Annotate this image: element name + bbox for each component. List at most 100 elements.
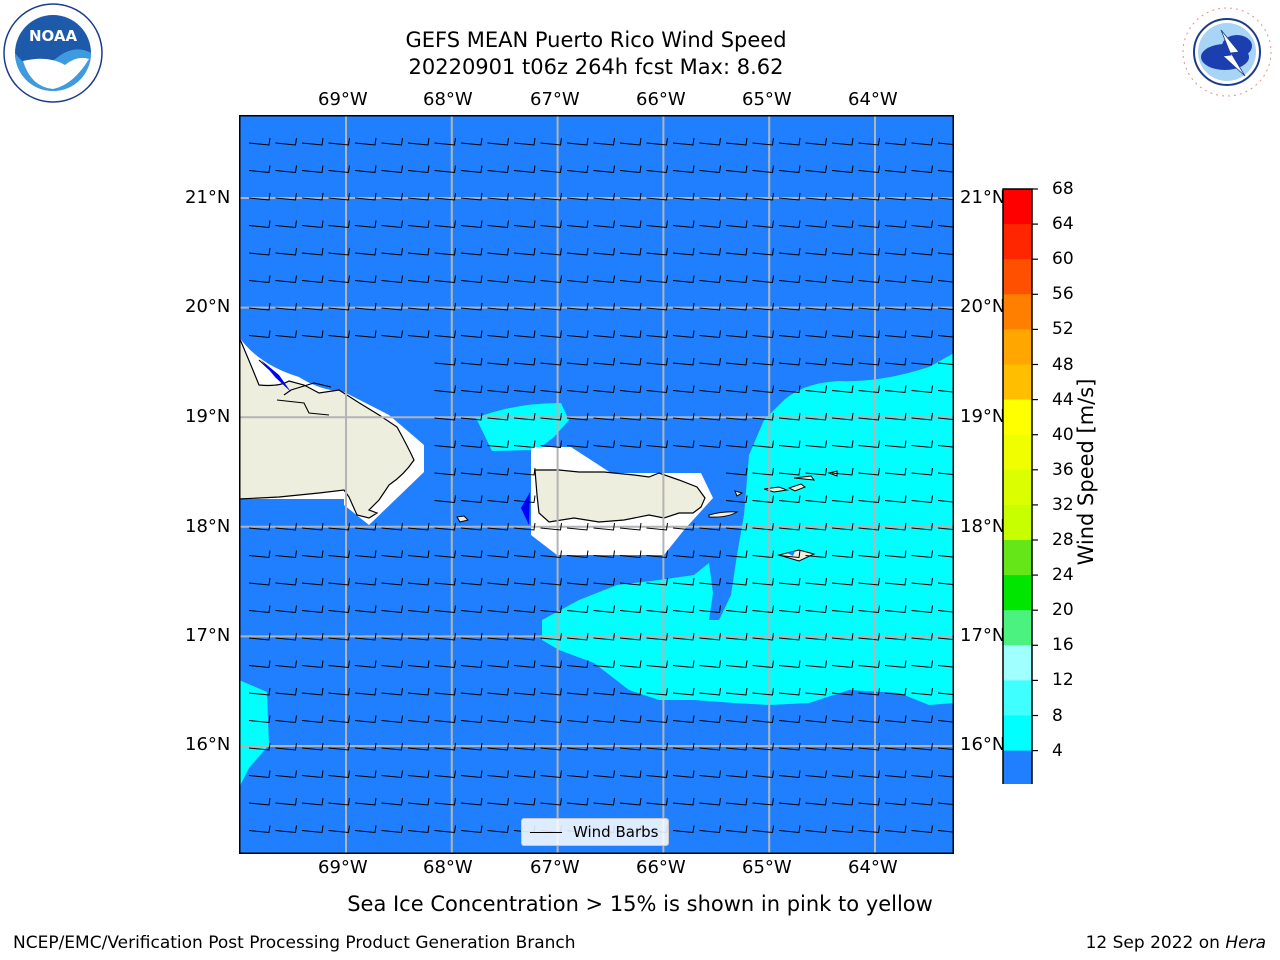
wind-barb	[699, 577, 721, 586]
wind-barb	[513, 660, 536, 669]
wind-barb	[460, 330, 483, 339]
wind-barb	[672, 275, 695, 284]
wind-barb	[858, 247, 880, 256]
wind-barb	[805, 605, 827, 614]
wind-speed-map[interactable]	[239, 115, 954, 854]
wind-barb	[407, 825, 430, 834]
wind-barb	[566, 275, 589, 284]
wind-barb	[566, 220, 589, 229]
wind-barb	[354, 330, 377, 339]
wind-barb	[725, 742, 748, 751]
wind-barb	[699, 550, 721, 559]
wind-barb	[593, 550, 615, 559]
wind-barb	[275, 660, 297, 669]
wind-barb	[752, 357, 774, 366]
wind-barb	[937, 637, 954, 641]
noaa-logo: NOAA	[3, 3, 103, 103]
wind-barb	[831, 247, 854, 256]
wind-barb	[328, 715, 350, 724]
wind-barb	[619, 330, 642, 339]
wind-barb	[487, 247, 509, 256]
wind-barb	[699, 440, 721, 449]
wind-barb	[619, 440, 642, 449]
wind-barb	[646, 302, 668, 311]
wind-barb	[752, 247, 774, 256]
wind-barb	[725, 467, 748, 476]
wind-barb	[672, 522, 695, 531]
wind-barb	[275, 165, 297, 174]
wind-barb	[619, 165, 642, 174]
wind-barb	[937, 720, 954, 723]
wind-barb	[328, 247, 350, 256]
wind-barb	[434, 247, 456, 256]
wind-barb	[354, 797, 377, 806]
wind-barb	[725, 247, 748, 256]
wind-barb	[858, 550, 880, 559]
wind-barb	[248, 742, 271, 751]
wind-barb	[937, 555, 954, 558]
wind-barb	[699, 357, 721, 366]
wind-barb	[805, 550, 827, 559]
colorbar-segment	[1003, 294, 1032, 330]
wind-barb	[699, 687, 721, 696]
wind-barb	[937, 802, 954, 806]
wind-barb	[381, 715, 403, 724]
wind-barb	[301, 220, 324, 229]
wind-barb	[752, 522, 774, 531]
lat-label-left: 17°N	[185, 625, 231, 646]
wind-barb	[858, 192, 880, 201]
wind-barb	[858, 715, 880, 724]
wind-barb	[460, 715, 483, 724]
wind-barb	[778, 247, 801, 256]
wind-barb	[328, 577, 350, 586]
wind-barb	[487, 275, 509, 284]
wind-barb	[831, 165, 854, 174]
wind-barb	[911, 715, 933, 724]
wind-barb	[699, 220, 721, 229]
wind-barb	[301, 330, 324, 339]
wind-barb	[672, 165, 695, 174]
wind-barb	[434, 330, 456, 339]
wind-barb	[805, 687, 827, 696]
colorbar-tick-label: 68	[1052, 179, 1074, 199]
wind-barb	[619, 742, 642, 751]
wind-barb	[619, 302, 642, 311]
wind-barb	[434, 660, 456, 669]
wind-barb	[805, 357, 827, 366]
wind-barb	[354, 192, 377, 201]
wind-barb	[566, 412, 589, 421]
wind-barb	[619, 715, 642, 724]
wind-barb	[460, 577, 483, 586]
wind-barb	[566, 302, 589, 311]
wind-barb	[513, 715, 536, 724]
wind-barb	[460, 550, 483, 559]
map-legend: Wind Barbs	[521, 818, 669, 846]
wind-barb	[752, 577, 774, 586]
wind-barb	[540, 632, 562, 641]
nws-logo	[1177, 2, 1277, 102]
footer-credit: NCEP/EMC/Verification Post Processing Pr…	[13, 933, 576, 953]
wind-barb	[858, 412, 880, 421]
wind-barb	[566, 770, 589, 779]
wind-barb	[540, 550, 562, 559]
wind-barb	[540, 742, 562, 751]
wind-barb	[752, 330, 774, 339]
wind-barb	[566, 660, 589, 669]
wind-barb	[725, 357, 748, 366]
wind-barb	[248, 192, 271, 201]
wind-barb	[487, 715, 509, 724]
wind-barb	[354, 522, 377, 531]
wind-barb	[301, 522, 324, 531]
wind-barb	[566, 687, 589, 696]
footer-date: 12 Sep 2022 on Hera	[1086, 933, 1266, 953]
wind-barb	[275, 302, 297, 311]
wind-barb	[858, 825, 880, 834]
lon-label-top: 69°W	[318, 89, 368, 110]
wind-barb	[646, 687, 668, 696]
wind-barb	[540, 302, 562, 311]
wind-barb	[778, 275, 801, 284]
wind-barb	[540, 605, 562, 614]
wind-barb	[831, 687, 854, 696]
wind-barb-legend-line	[530, 832, 562, 833]
wind-barb	[778, 440, 801, 449]
